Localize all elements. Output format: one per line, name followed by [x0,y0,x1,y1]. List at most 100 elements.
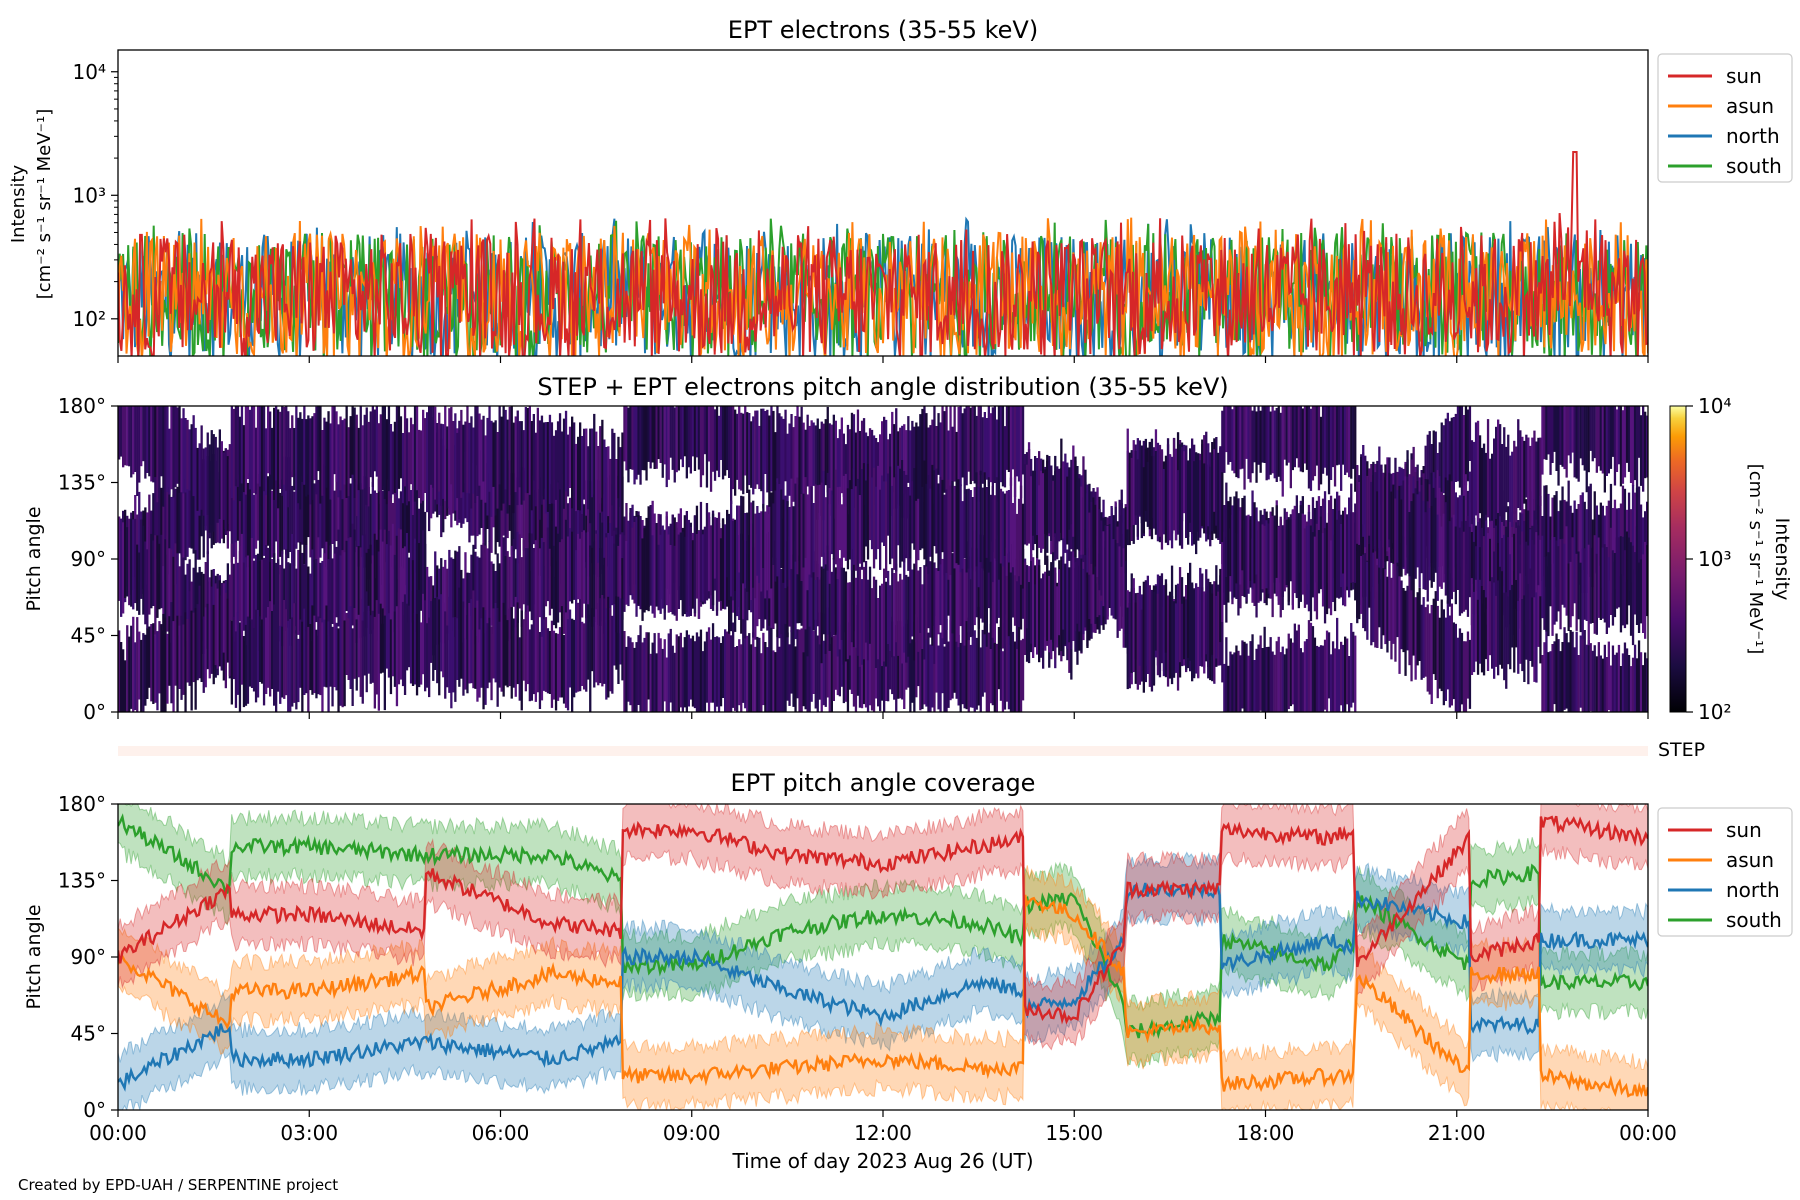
heatmap-cell [1569,406,1572,464]
heatmap-cell [244,624,248,706]
x-tick-label: 12:00 [854,1121,912,1145]
heatmap-cell [756,410,759,485]
heatmap-cell [1609,665,1613,712]
heatmap-cell [1633,406,1637,481]
heatmap-cell [391,431,395,495]
heatmap-cell [663,406,666,465]
heatmap-cell [293,491,296,567]
heatmap-cell [1587,406,1590,473]
heatmap-cell [1635,658,1639,712]
heatmap-cell [422,409,425,501]
heatmap-cell [232,563,236,637]
heatmap-cell [802,422,805,507]
heatmap-cell [1430,605,1433,704]
heatmap-cell [532,619,535,695]
heatmap-cell [742,413,745,495]
heatmap-cell [1001,406,1005,487]
heatmap-cell [1472,441,1476,542]
heatmap-cell [798,484,801,561]
heatmap-cell [1313,406,1317,477]
heatmap-cell [413,538,417,621]
heatmap-cell [724,629,727,712]
heatmap-cell [1503,534,1506,616]
heatmap-cell [1259,410,1262,473]
heatmap-cell [1541,535,1544,619]
heatmap-cell [212,604,215,685]
heatmap-cell [1539,539,1542,615]
heatmap-cell [671,406,674,470]
heatmap-cell [895,474,898,572]
heatmap-cell [669,628,672,703]
heatmap-cell [136,406,139,496]
heatmap-cell [1565,526,1568,616]
heatmap-cell [917,570,920,652]
heatmap-cell [726,406,729,471]
heatmap-cell [633,406,636,485]
heatmap-cell [178,566,181,636]
heatmap-cell [732,406,735,490]
heatmap-cell [933,626,936,712]
heatmap-cell [1154,451,1158,535]
heatmap-cell [1168,591,1172,679]
heatmap-cell [679,632,682,708]
heatmap-cell [635,642,638,712]
heatmap-cell [162,566,165,631]
heatmap-cell [828,423,831,505]
heatmap-cell [1474,422,1478,516]
heatmap-cell [564,410,568,492]
heatmap-cell [810,420,813,511]
heatmap-cell [1275,641,1278,712]
heatmap-cell [812,630,815,694]
heatmap-cell [824,497,827,565]
heatmap-cell [1321,406,1325,474]
heatmap-cell [993,406,996,483]
heatmap-cell [1191,438,1194,534]
heatmap-cell [1138,440,1141,516]
heatmap-cell [768,415,771,515]
heatmap-cell [355,485,358,553]
heatmap-cell [194,550,197,636]
y-tick-label: 180° [58,394,106,418]
heatmap-cell [1416,494,1419,568]
x-tick-label: 06:00 [472,1121,530,1145]
heatmap-cell [216,588,219,669]
heatmap-cell [1315,645,1319,712]
heatmap-cell [446,625,449,688]
heatmap-cell [1201,439,1204,527]
heatmap-cell [653,406,656,469]
heatmap-cell [486,548,489,632]
heatmap-cell [150,406,153,482]
heatmap-cell [256,610,260,698]
heatmap-cell [834,567,837,635]
heatmap-cell [307,566,310,646]
heatmap-cell [1346,514,1349,587]
heatmap-cell [790,629,793,694]
heatmap-cell [337,628,340,712]
heatmap-cell [1525,586,1528,660]
heatmap-cell [1283,518,1286,592]
heatmap-cell [879,489,882,570]
heatmap-cell [184,478,187,561]
heatmap-cell [1545,556,1548,632]
heatmap-cell [1317,406,1321,491]
heatmap-cell [683,406,686,457]
heatmap-cell [774,540,777,624]
heatmap-cell [476,556,479,636]
heatmap-cell [522,619,525,681]
heatmap-cell [254,427,258,495]
heatmap-cell [1633,492,1637,570]
heatmap-cell [1366,549,1369,640]
heatmap-cell [1567,642,1570,712]
heatmap-cell [1233,652,1236,712]
heatmap-cell [156,406,159,503]
legend-label-sun: sun [1726,818,1762,842]
heatmap-cell [126,625,129,712]
heatmap-cell [128,406,131,467]
heatmap-cell [844,473,848,561]
heatmap-cell [482,454,485,551]
heatmap-cell [1289,406,1292,489]
heatmap-cell [291,534,294,634]
heatmap-cell [228,574,231,676]
heatmap-cell [893,573,896,657]
heatmap-cell [1303,641,1307,712]
